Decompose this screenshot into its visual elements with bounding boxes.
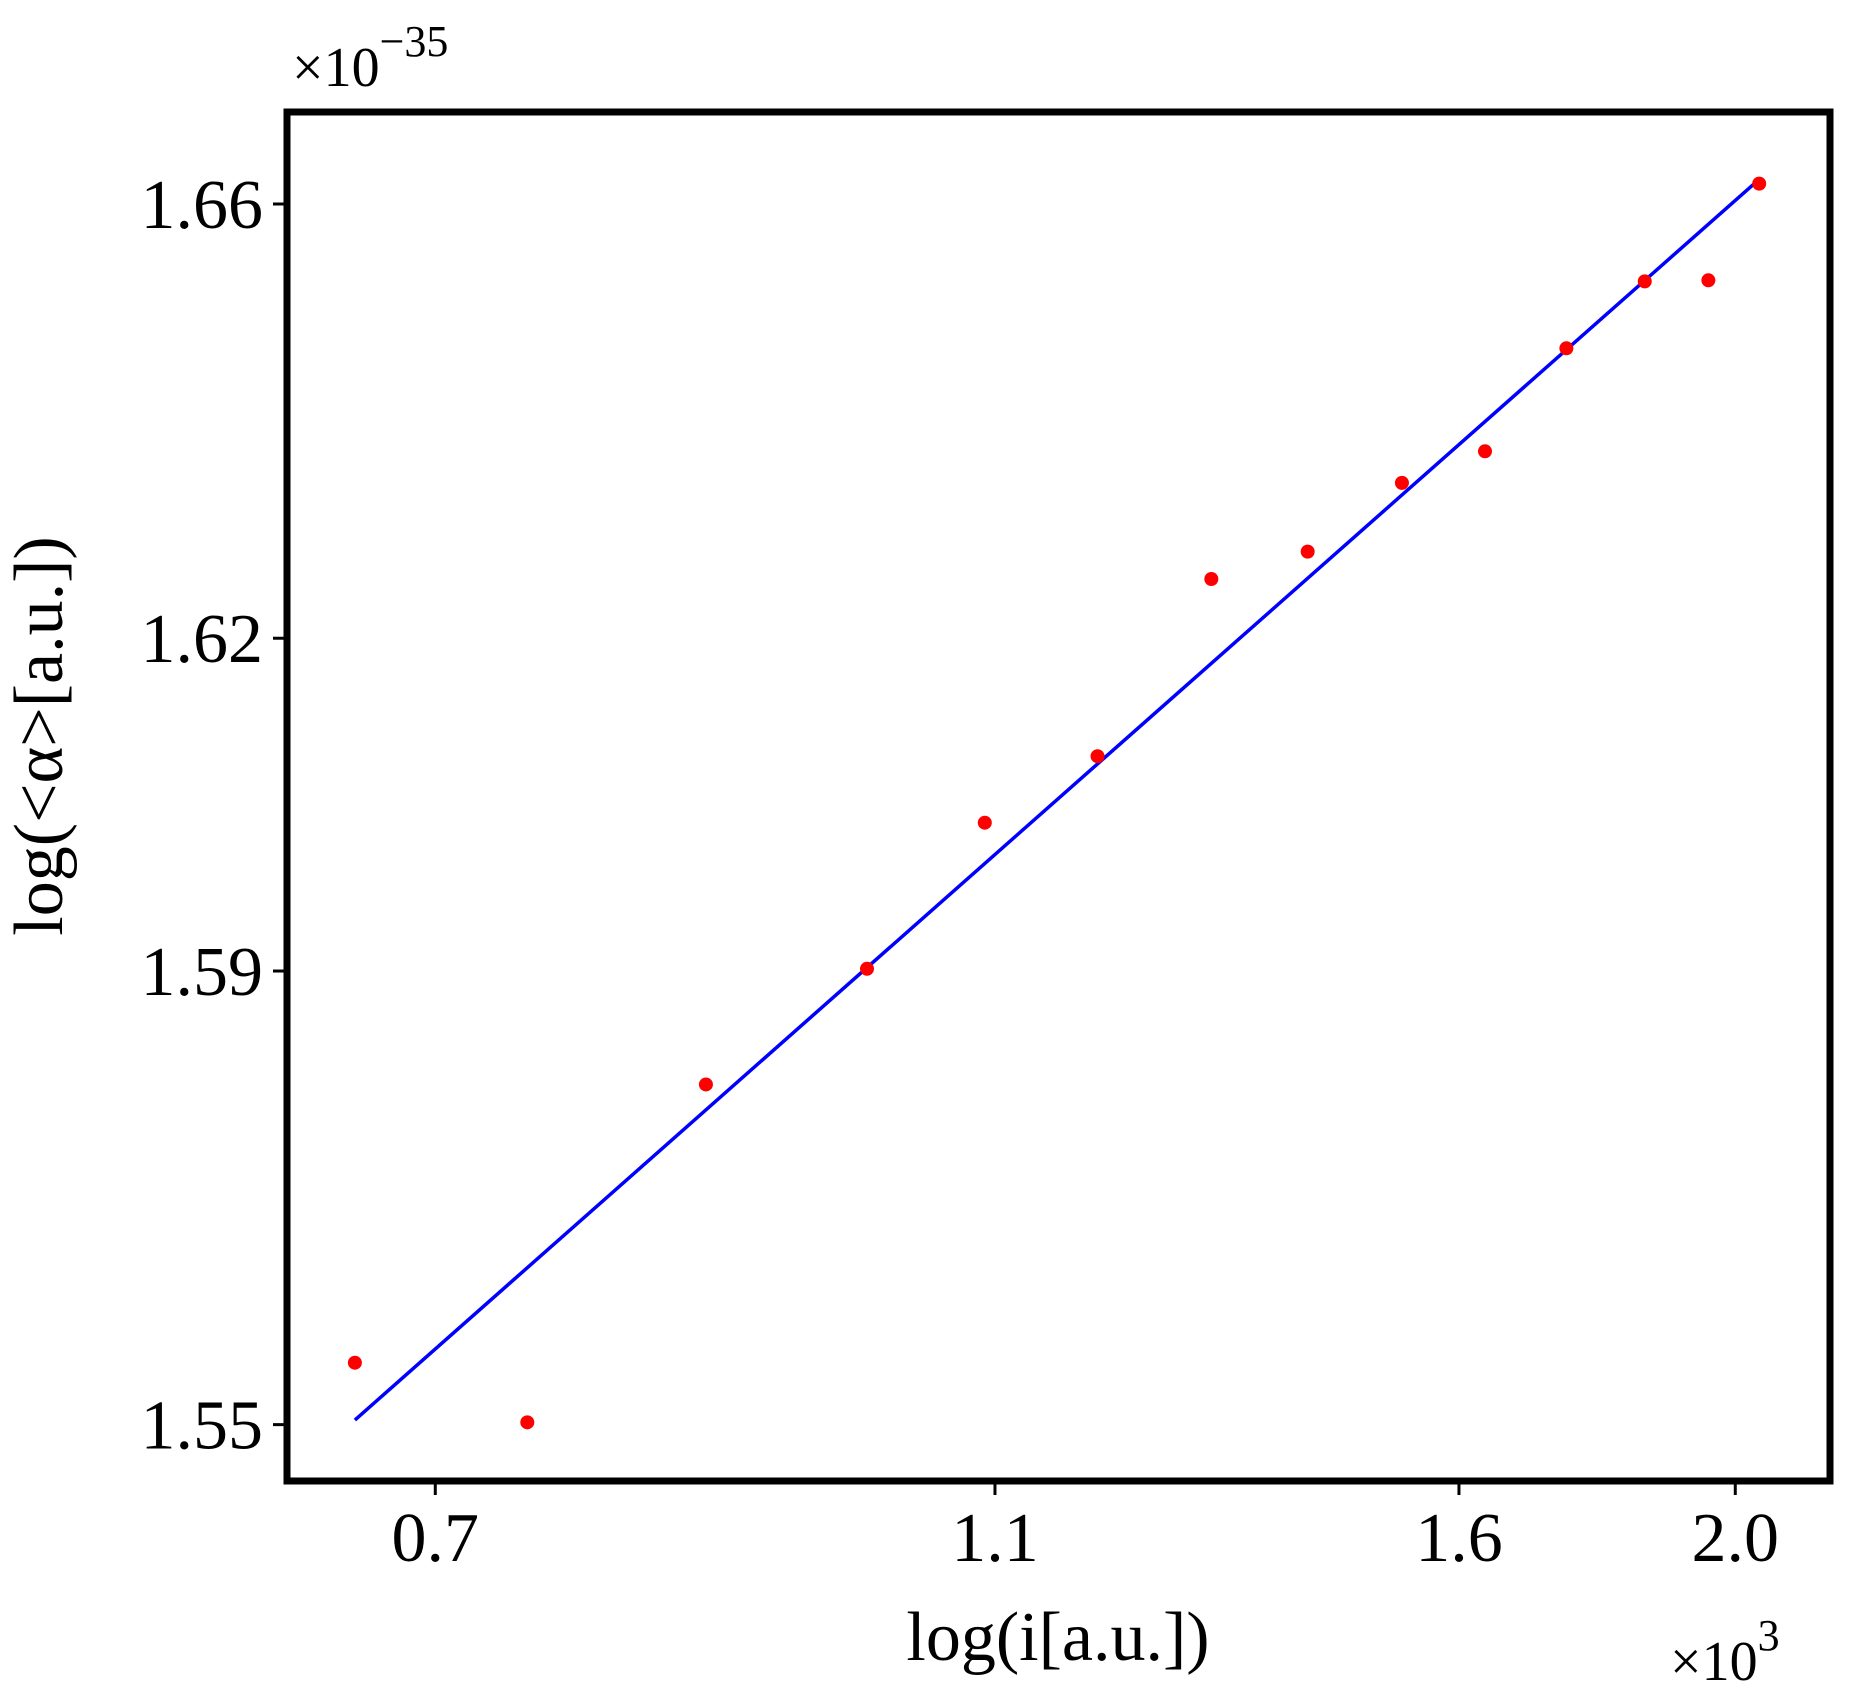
x-tick-label: 1.6 <box>1415 1500 1503 1577</box>
y-tick-label: 1.66 <box>141 167 264 244</box>
x-tick-label: 2.0 <box>1692 1500 1780 1577</box>
data-point <box>977 815 992 830</box>
data-point <box>1477 444 1492 459</box>
x-multiplier-exponent: 3 <box>1758 1611 1780 1660</box>
x-multiplier: ×103 <box>1670 1611 1780 1693</box>
data-point <box>1300 544 1315 559</box>
data-point <box>1701 273 1716 288</box>
data-point <box>1752 176 1767 191</box>
data-point <box>1637 274 1652 289</box>
data-point <box>347 1355 362 1370</box>
x-tick-label: 0.7 <box>392 1500 480 1577</box>
y-tick-label: 1.59 <box>141 934 264 1011</box>
y-tick-label: 1.62 <box>141 601 264 678</box>
x-tick-label: 1.1 <box>951 1500 1039 1577</box>
x-axis-label: log(i[a.u.]) <box>906 1599 1209 1676</box>
data-point <box>1204 571 1219 586</box>
data-point <box>1090 749 1105 764</box>
x-multiplier-base: ×10 <box>1670 1631 1758 1693</box>
fit-line <box>353 178 1761 1422</box>
y-multiplier-exponent: −35 <box>380 17 449 66</box>
plot-frame <box>283 108 1834 1485</box>
y-multiplier-base: ×10 <box>292 37 380 99</box>
data-point <box>1394 475 1409 490</box>
y-multiplier: ×10−35 <box>292 17 448 99</box>
y-axis-label: log(<α>[a.u.]) <box>1 536 78 935</box>
y-tick-label: 1.55 <box>141 1388 264 1465</box>
data-point <box>520 1415 535 1430</box>
data-point <box>698 1077 713 1092</box>
data-point <box>1559 341 1574 356</box>
data-point <box>860 961 875 976</box>
